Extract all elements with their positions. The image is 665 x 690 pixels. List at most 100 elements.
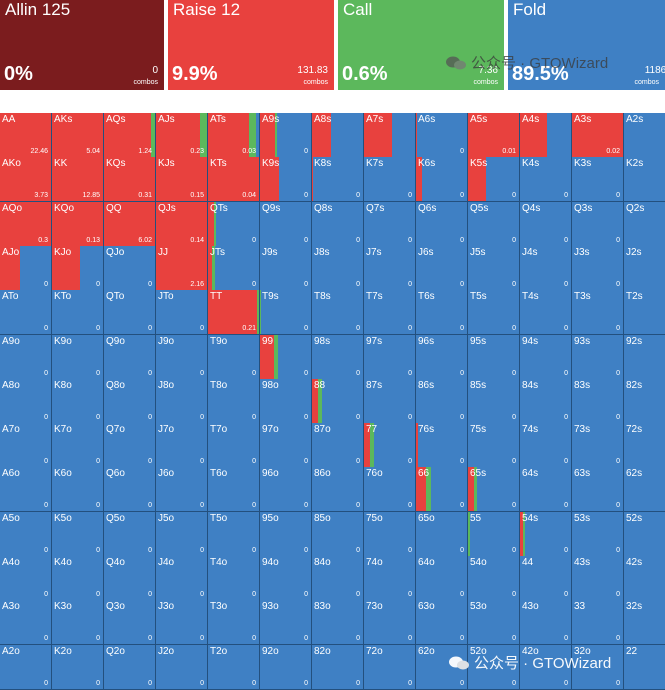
hand-cell[interactable]: AQs 1.24 <box>104 113 156 158</box>
hand-cell[interactable]: K7o 0 <box>52 423 104 469</box>
hand-cell[interactable]: J7s 0 <box>364 245 416 291</box>
hand-cell[interactable]: 43s 0 <box>572 556 624 601</box>
hand-cell[interactable]: A4s <box>520 113 572 158</box>
hand-cell[interactable]: 93s 0 <box>572 334 624 380</box>
hand-cell[interactable]: T8s 0 <box>312 290 364 336</box>
hand-cell[interactable]: Q3s 0 <box>572 201 624 247</box>
hand-cell[interactable]: 86s 0 <box>416 378 468 424</box>
hand-cell[interactable]: K8o 0 <box>52 378 104 424</box>
hand-cell[interactable]: 85s 0 <box>468 378 520 424</box>
hand-cell[interactable]: 82s0 <box>624 378 665 424</box>
hand-cell[interactable]: 75s 0 <box>468 423 520 469</box>
hand-cell[interactable]: A7o 0 <box>0 423 52 469</box>
hand-cell[interactable]: K4s 0 <box>520 157 572 203</box>
hand-cell[interactable]: 97o 0 <box>260 423 312 469</box>
hand-cell[interactable]: T2o 0 <box>208 644 260 690</box>
hand-cell[interactable]: Q2s0 <box>624 201 665 247</box>
hand-cell[interactable]: T5s 0 <box>468 290 520 336</box>
hand-cell[interactable]: Q4s 0 <box>520 201 572 247</box>
hand-cell[interactable]: J2s0 <box>624 245 665 291</box>
hand-cell[interactable]: 52s0 <box>624 511 665 557</box>
hand-cell[interactable]: Q8s 0 <box>312 201 364 247</box>
hand-cell[interactable]: A8s <box>312 113 364 158</box>
hand-cell[interactable]: K5o 0 <box>52 511 104 557</box>
hand-cell[interactable]: A5o 0 <box>0 511 52 557</box>
hand-cell[interactable]: T5o 0 <box>208 511 260 557</box>
hand-cell[interactable]: QTs 0 <box>208 201 260 247</box>
hand-cell[interactable]: QQ 6.02 <box>104 201 156 247</box>
hand-cell[interactable]: T2s0 <box>624 290 665 336</box>
hand-cell[interactable]: 72s0 <box>624 423 665 469</box>
hand-cell[interactable]: 83o 0 <box>312 600 364 646</box>
hand-cell[interactable]: K9o 0 <box>52 334 104 380</box>
hand-cell[interactable]: A6o 0 <box>0 467 52 513</box>
hand-cell[interactable]: 94o 0 <box>260 556 312 601</box>
hand-cell[interactable]: K4o 0 <box>52 556 104 601</box>
hand-cell[interactable]: AKs 5.04 <box>52 113 104 158</box>
hand-cell[interactable]: J4s 0 <box>520 245 572 291</box>
hand-cell[interactable]: Q6o 0 <box>104 467 156 513</box>
action-fold-card[interactable]: Fold 89.5% 1186. combos <box>508 0 665 90</box>
hand-cell[interactable]: Q5s 0 <box>468 201 520 247</box>
hand-cell[interactable]: 74o 0 <box>364 556 416 601</box>
hand-cell[interactable]: 63s 0 <box>572 467 624 513</box>
hand-cell[interactable]: K3s 0 <box>572 157 624 203</box>
hand-cell[interactable]: J4o 0 <box>156 556 208 601</box>
hand-cell[interactable]: Q4o 0 <box>104 556 156 601</box>
hand-cell[interactable]: Q9s 0 <box>260 201 312 247</box>
hand-cell[interactable]: 87o 0 <box>312 423 364 469</box>
hand-cell[interactable]: K3o 0 <box>52 600 104 646</box>
hand-cell[interactable]: Q6s 0 <box>416 201 468 247</box>
hand-cell[interactable]: A4o 0 <box>0 556 52 601</box>
hand-cell[interactable]: QJs 0.14 <box>156 201 208 247</box>
hand-cell[interactable]: KTs 0.04 <box>208 157 260 203</box>
hand-cell[interactable]: 42o 0 <box>520 644 572 690</box>
hand-cell[interactable]: A3o 0 <box>0 600 52 646</box>
hand-cell[interactable]: 65o 0 <box>416 511 468 557</box>
hand-cell[interactable]: 96s 0 <box>416 334 468 380</box>
hand-cell[interactable]: K6o 0 <box>52 467 104 513</box>
hand-cell[interactable]: Q2o 0 <box>104 644 156 690</box>
hand-cell[interactable]: 84o 0 <box>312 556 364 601</box>
hand-cell[interactable]: TT 0.21 <box>208 290 260 336</box>
hand-cell[interactable]: T8o 0 <box>208 378 260 424</box>
hand-cell[interactable]: J5o 0 <box>156 511 208 557</box>
hand-cell[interactable]: 43o 0 <box>520 600 572 646</box>
hand-cell[interactable]: 98o 0 <box>260 378 312 424</box>
hand-cell[interactable]: T7s 0 <box>364 290 416 336</box>
hand-cell[interactable]: 220 <box>624 644 665 690</box>
hand-cell[interactable]: K8s 0 <box>312 157 364 203</box>
hand-cell[interactable]: 73o 0 <box>364 600 416 646</box>
hand-cell[interactable]: K9s 0 <box>260 157 312 203</box>
hand-cell[interactable]: 44 0 <box>520 556 572 601</box>
hand-cell[interactable]: A3s 0.02 <box>572 113 624 158</box>
hand-cell[interactable]: 33 0 <box>572 600 624 646</box>
hand-cell[interactable]: J8s 0 <box>312 245 364 291</box>
hand-cell[interactable]: KQo 0.13 <box>52 201 104 247</box>
hand-cell[interactable]: 86o 0 <box>312 467 364 513</box>
hand-cell[interactable]: AJs 0.23 <box>156 113 208 158</box>
hand-cell[interactable]: T6s 0 <box>416 290 468 336</box>
hand-cell[interactable]: 97s 0 <box>364 334 416 380</box>
hand-cell[interactable]: JTo 0 <box>156 290 208 336</box>
action-call-card[interactable]: Call 0.6% 7.36 combos <box>338 0 504 90</box>
action-raise-card[interactable]: Raise 12 9.9% 131.83 combos <box>168 0 334 90</box>
hand-cell[interactable]: 62s0 <box>624 467 665 513</box>
hand-cell[interactable]: KTo 0 <box>52 290 104 336</box>
hand-cell[interactable]: A2s <box>624 113 665 158</box>
hand-cell[interactable]: 74s 0 <box>520 423 572 469</box>
hand-cell[interactable]: Q8o 0 <box>104 378 156 424</box>
hand-cell[interactable]: ATs 0.03 <box>208 113 260 158</box>
hand-cell[interactable]: T3s 0 <box>572 290 624 336</box>
hand-cell[interactable]: QTo 0 <box>104 290 156 336</box>
hand-cell[interactable]: 82o 0 <box>312 644 364 690</box>
hand-cell[interactable]: 92o 0 <box>260 644 312 690</box>
hand-cell[interactable]: 84s 0 <box>520 378 572 424</box>
hand-cell[interactable]: 63o 0 <box>416 600 468 646</box>
hand-cell[interactable]: K7s 0 <box>364 157 416 203</box>
hand-cell[interactable]: ATo 0 <box>0 290 52 336</box>
hand-cell[interactable]: 55 0 <box>468 511 520 557</box>
hand-cell[interactable]: Q5o 0 <box>104 511 156 557</box>
hand-cell[interactable]: JJ 2.16 <box>156 245 208 291</box>
hand-cell[interactable]: J5s 0 <box>468 245 520 291</box>
